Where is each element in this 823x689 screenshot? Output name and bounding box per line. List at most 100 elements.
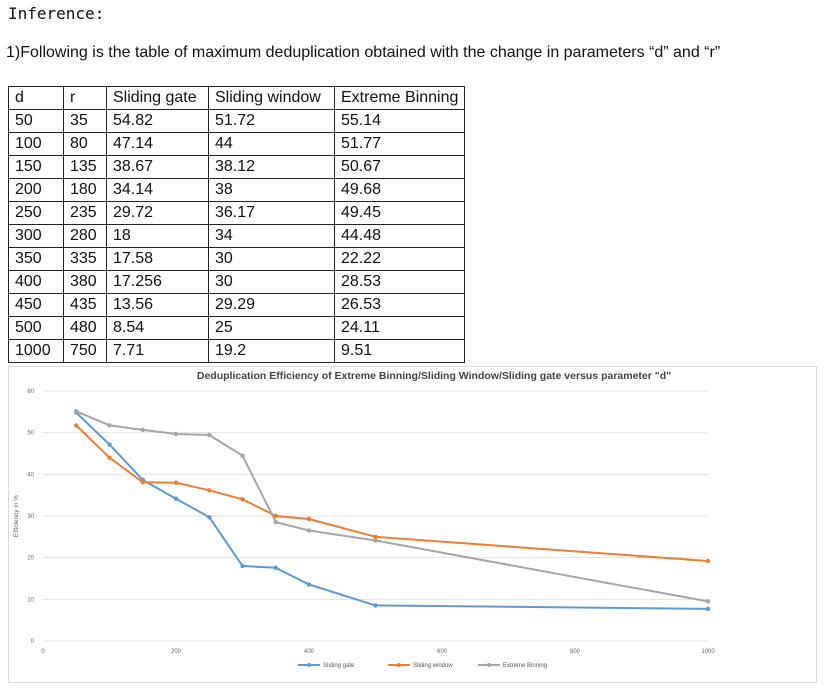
table-cell: 450 (8, 293, 64, 317)
table-cell: 22.22 (333, 247, 466, 271)
chart-title: Deduplication Efficiency of Extreme Binn… (197, 370, 671, 382)
x-tick-label: 400 (304, 649, 315, 655)
y-axis-label: Efficiency in % (13, 495, 20, 537)
series-line (75, 424, 709, 562)
table-cell: 47.14 (106, 132, 209, 156)
data-point (705, 558, 711, 564)
data-point (705, 599, 711, 604)
table-cell: 280 (63, 224, 107, 248)
data-point (74, 409, 79, 414)
column-header: Extreme Binning (333, 86, 466, 110)
data-point (373, 603, 378, 608)
x-tick-label: 600 (437, 649, 448, 655)
table-cell: 80 (63, 132, 107, 156)
column-header: r (63, 86, 107, 110)
data-point (705, 606, 711, 612)
table-cell: 49.68 (333, 178, 466, 202)
data-point (240, 497, 245, 502)
table-row: 50 35 54.82 51.72 55.14 (8, 109, 466, 133)
table-cell: 50 (8, 109, 64, 133)
series-line (75, 410, 709, 603)
column-header: Sliding gate (106, 86, 209, 110)
table-cell: 13.56 (106, 293, 209, 317)
data-point (207, 432, 212, 438)
data-point (140, 427, 145, 433)
data-point (74, 423, 79, 428)
table-cell: 250 (8, 201, 64, 225)
x-tick-label: 0 (41, 649, 45, 655)
table-cell: 300 (8, 224, 64, 248)
y-tick-label: 50 (27, 431, 34, 437)
table-cell: 1000 (8, 339, 64, 363)
table-cell: 28.53 (333, 270, 466, 294)
intro-paragraph: 1)Following is the table of maximum dedu… (6, 44, 721, 61)
table-cell: 51.77 (333, 132, 466, 156)
data-point (273, 513, 278, 519)
table-cell: 38.12 (208, 155, 335, 179)
table-cell: 500 (8, 316, 64, 340)
table-row: 350 335 17.58 30 22.22 (8, 247, 466, 271)
table-cell: 25 (208, 316, 335, 340)
legend-label: Sliding window (413, 663, 453, 669)
data-point (140, 479, 145, 485)
table-row: 150 135 38.67 38.12 50.67 (8, 155, 466, 179)
y-tick-label: 60 (27, 389, 34, 395)
data-point (273, 565, 278, 570)
table-cell: 18 (106, 224, 209, 248)
data-point (240, 563, 245, 569)
table-cell: 17.58 (106, 247, 209, 271)
table-cell: 38.67 (106, 155, 209, 179)
table-cell: 8.54 (106, 316, 209, 340)
table-header-row: d r Sliding gate Sliding window Extreme … (8, 86, 466, 110)
table-cell: 400 (8, 270, 64, 294)
data-point (107, 423, 112, 428)
table-cell: 7.71 (106, 339, 209, 363)
data-point (173, 431, 179, 437)
table-cell: 9.51 (333, 339, 466, 363)
chart-area: Deduplication Efficiency of Extreme Binn… (8, 366, 817, 684)
data-point (306, 516, 312, 522)
data-point (173, 496, 179, 501)
x-tick-label: 1000 (701, 649, 715, 655)
table-row: 200 180 34.14 38 49.68 (8, 178, 466, 202)
deduplication-table: d r Sliding gate Sliding window Extreme … (8, 86, 466, 363)
table-row: 300 280 18 34 44.48 (8, 224, 466, 248)
table-cell: 100 (8, 132, 64, 156)
table-cell: 380 (63, 270, 107, 294)
table-cell: 44 (208, 132, 335, 156)
y-tick-label: 20 (27, 556, 34, 562)
y-tick-label: 10 (27, 597, 34, 603)
data-point (373, 538, 378, 543)
table-cell: 26.53 (333, 293, 466, 317)
table-cell: 35 (63, 109, 107, 133)
table-cell: 17.256 (106, 270, 209, 294)
table-cell: 350 (8, 247, 64, 271)
table-cell: 36.17 (208, 201, 335, 225)
table-row: 100 80 47.14 44 51.77 (8, 132, 466, 156)
table-cell: 44.48 (333, 224, 466, 248)
data-point (207, 488, 212, 493)
table-row: 400 380 17.256 30 28.53 (8, 270, 466, 294)
line-chart: Deduplication Efficiency of Extreme Binn… (8, 366, 817, 683)
table-row: 1000 750 7.71 19.2 9.51 (8, 339, 466, 363)
data-point (306, 582, 312, 587)
data-point (240, 453, 245, 458)
table-cell: 30 (208, 270, 335, 294)
x-tick-label: 800 (570, 649, 581, 655)
series-line (75, 411, 709, 610)
table-cell: 24.11 (333, 316, 466, 340)
y-tick-label: 0 (31, 639, 35, 645)
y-tick-label: 40 (27, 472, 34, 478)
table-cell: 750 (63, 339, 107, 363)
table-cell: 480 (63, 316, 107, 340)
table-cell: 200 (8, 178, 64, 202)
table-cell: 50.67 (333, 155, 466, 179)
data-point (373, 534, 378, 540)
table-cell: 38 (208, 178, 335, 202)
x-tick-label: 200 (171, 649, 182, 655)
table-cell: 51.72 (208, 109, 335, 133)
table-row: 500 480 8.54 25 24.11 (8, 316, 466, 340)
table-cell: 54.82 (106, 109, 209, 133)
table-cell: 29.29 (208, 293, 335, 317)
data-point (306, 528, 312, 533)
